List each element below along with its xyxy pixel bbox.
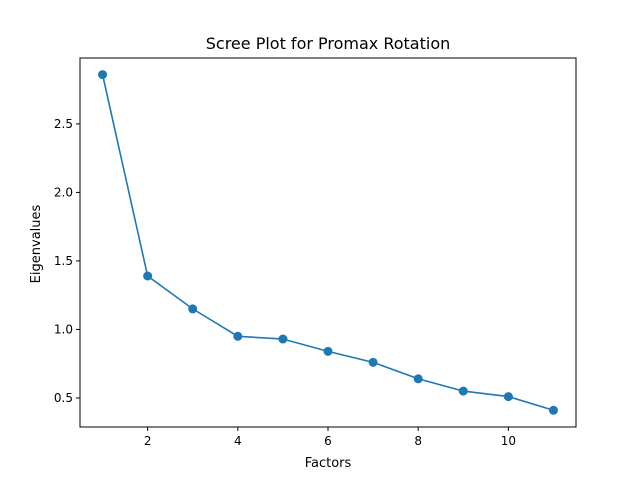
y-tick-label: 1.0 bbox=[54, 322, 73, 336]
chart-title: Scree Plot for Promax Rotation bbox=[206, 34, 451, 53]
y-tick-label: 2.0 bbox=[54, 185, 73, 199]
y-tick-label: 1.5 bbox=[54, 254, 73, 268]
x-tick-label: 2 bbox=[144, 434, 152, 448]
x-tick-label: 6 bbox=[324, 434, 332, 448]
data-point-factor-8 bbox=[413, 374, 423, 384]
eigenvalue-markers bbox=[98, 70, 558, 415]
data-point-factor-4 bbox=[233, 331, 243, 341]
data-point-factor-6 bbox=[323, 346, 333, 356]
y-tick-label: 0.5 bbox=[54, 391, 73, 405]
x-tick-label: 8 bbox=[414, 434, 422, 448]
x-axis-ticks: 2 4 6 8 10 bbox=[144, 427, 516, 448]
data-point-factor-10 bbox=[503, 392, 513, 402]
y-tick-label: 2.5 bbox=[54, 117, 73, 131]
data-point-factor-5 bbox=[278, 334, 288, 344]
y-axis-ticks: 0.5 1.0 1.5 2.0 2.5 bbox=[54, 117, 80, 405]
data-point-factor-1 bbox=[98, 70, 108, 80]
axes-frame bbox=[79, 57, 577, 428]
y-axis-label: Eigenvalues bbox=[29, 204, 44, 283]
data-point-factor-9 bbox=[458, 386, 468, 396]
data-point-factor-11 bbox=[548, 405, 558, 415]
x-tick-label: 10 bbox=[501, 434, 516, 448]
data-point-factor-3 bbox=[188, 304, 198, 314]
data-point-factor-2 bbox=[143, 271, 153, 281]
data-point-factor-7 bbox=[368, 357, 378, 367]
x-tick-label: 4 bbox=[234, 434, 242, 448]
x-axis-label: Factors bbox=[305, 456, 352, 471]
